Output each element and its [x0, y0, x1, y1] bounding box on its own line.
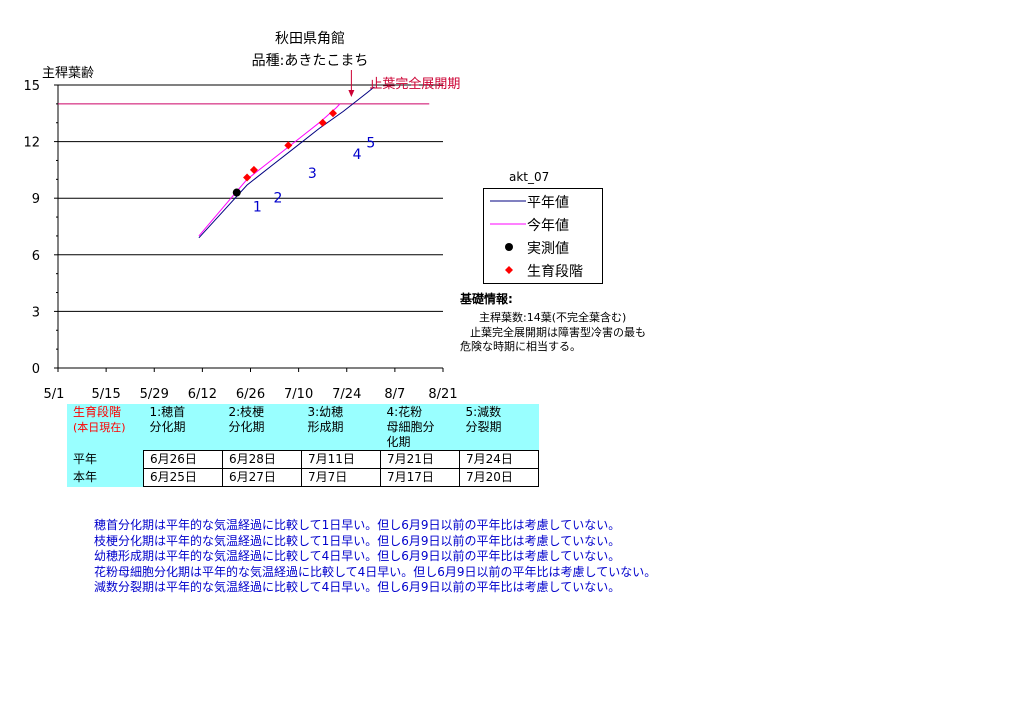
cell-normal-1: 6月26日: [143, 450, 223, 469]
note-line-2: 枝梗分化期は平年的な気温経過に比較して1日早い。但し6月9日以前の平年比は考慮し…: [94, 533, 621, 548]
stage-corner-cell: 生育段階 (本日現在): [67, 404, 144, 451]
stage-header-3: 3:幼穂 形成期: [301, 404, 381, 451]
stage-point: [318, 118, 327, 127]
chart-title-location: 秋田県角館: [275, 31, 345, 47]
stage-corner-line2: (本日現在): [73, 421, 126, 434]
cell-normal-2: 6月28日: [222, 450, 302, 469]
stage-point: [243, 173, 252, 182]
stage-header-5: 5:減数 分裂期: [459, 404, 539, 451]
series-line-1: [198, 103, 341, 237]
info-note-1: 止葉完全展開期は障害型冷害の最も: [470, 326, 646, 339]
legend-label-thisyear: 今年値: [527, 218, 569, 234]
stage-header-1: 1:穂首 分化期: [143, 404, 223, 451]
stage-4-line1: 4:花粉: [386, 405, 423, 419]
note-line-1: 穂首分化期は平年的な気温経過に比較して1日早い。但し6月9日以前の平年比は考慮し…: [94, 518, 621, 532]
info-note-2: 危険な時期に相当する。: [460, 340, 581, 353]
legend-label-normal: 平年値: [527, 195, 569, 211]
stage-number-label: 4: [353, 147, 362, 163]
legend-item-measured: 実測値: [484, 236, 602, 258]
row-label-thisyear: 本年: [67, 468, 144, 487]
legend-circle-icon: [505, 243, 513, 251]
stage-5-line1: 5:減数: [465, 405, 502, 419]
stage-number-label: 1: [253, 200, 262, 216]
x-tick-label: 7/24: [332, 387, 361, 400]
legend-line-thisyear-icon: [490, 223, 526, 225]
legend-diamond-icon: [505, 266, 513, 274]
y-tick-label: 6: [32, 249, 40, 264]
cell-normal-3: 7月11日: [301, 450, 381, 469]
x-tick-label: 5/1: [44, 387, 65, 400]
stage-header-4: 4:花粉 母細胞分 化期: [380, 404, 460, 451]
stage-point: [284, 141, 293, 150]
legend: 平年値 今年値 実測値 生育段階: [483, 188, 603, 284]
stage-1-line2: 分化期: [149, 420, 186, 434]
annotation-arrow-head: [348, 90, 355, 97]
note-line-4: 花粉母細胞分化期は平年的な気温経過に比較して4日早い。但し6月9日以前の平年比は…: [94, 564, 657, 579]
legend-item-stage: 生育段階: [484, 259, 602, 281]
series-line-0: [198, 86, 375, 239]
stage-number-label: 2: [274, 190, 283, 206]
table-row: 平年 6月26日 6月28日 7月11日 7月21日 7月24日: [67, 450, 539, 469]
cell-thisyear-3: 7月7日: [301, 468, 381, 487]
info-heading: 基礎情報:: [460, 292, 513, 306]
y-tick-label: 9: [32, 192, 40, 207]
stage-3-line2: 形成期: [307, 420, 344, 434]
stage-number-label: 5: [366, 136, 375, 152]
info-leaf-count: 主稈葉数:14葉(不完全葉含む): [479, 311, 627, 324]
y-tick-label: 3: [32, 305, 40, 320]
x-tick-label: 7/10: [284, 387, 313, 400]
legend-item-normal: 平年値: [484, 190, 602, 212]
stage-table-header: 生育段階 (本日現在) 1:穂首 分化期 2:枝梗 分化期 3:幼穂 形成期 4…: [67, 404, 539, 451]
stage-5-line2: 分裂期: [465, 420, 502, 434]
stage-4-line3: 化期: [386, 435, 411, 449]
notes: 穂首分化期は平年的な気温経過に比較して1日早い。但し6月9日以前の平年比は考慮し…: [94, 518, 656, 596]
y-tick-label: 12: [23, 136, 40, 151]
y-tick-label: 0: [32, 362, 40, 377]
x-tick-label: 6/12: [188, 387, 217, 400]
x-tick-label: 5/29: [140, 387, 169, 400]
legend-item-thisyear: 今年値: [484, 213, 602, 235]
stage-4-line2: 母細胞分: [386, 420, 435, 434]
table-row: 本年 6月25日 6月27日 7月7日 7月17日 7月20日: [67, 468, 539, 487]
x-tick-label: 5/15: [92, 387, 121, 400]
note-line-3: 幼穂形成期は平年的な気温経過に比較して4日早い。但し6月9日以前の平年比は考慮し…: [94, 549, 621, 563]
cell-thisyear-4: 7月17日: [380, 468, 460, 487]
measured-point: [232, 188, 241, 197]
stage-2-line2: 分化期: [228, 420, 265, 434]
x-tick-label: 6/26: [236, 387, 265, 400]
annotation-text: 止葉完全展開期: [369, 76, 460, 92]
stage-corner-line1: 生育段階: [73, 405, 122, 419]
legend-label-measured: 実測値: [527, 241, 569, 257]
stage-number-label: 3: [308, 166, 317, 182]
legend-line-normal-icon: [490, 200, 526, 202]
cell-normal-4: 7月21日: [380, 450, 460, 469]
cell-thisyear-1: 6月25日: [143, 468, 223, 487]
x-tick-label: 8/21: [428, 387, 457, 400]
cell-thisyear-2: 6月27日: [222, 468, 302, 487]
stage-point: [329, 109, 337, 118]
note-line-5: 減数分裂期は平年的な気温経過に比較して4日早い。但し6月9日以前の平年比は考慮し…: [94, 580, 621, 594]
stage-1-line1: 1:穂首: [149, 405, 186, 419]
stage-point: [249, 165, 258, 174]
cell-normal-5: 7月24日: [459, 450, 539, 469]
y-axis-label: 主稈葉齢: [42, 66, 94, 81]
legend-caption: akt_07: [509, 170, 550, 184]
cell-thisyear-5: 7月20日: [459, 468, 539, 487]
stage-table: 生育段階 (本日現在) 1:穂首 分化期 2:枝梗 分化期 3:幼穂 形成期 4…: [67, 404, 539, 487]
x-tick-label: 8/7: [384, 387, 405, 400]
stage-header-2: 2:枝梗 分化期: [222, 404, 302, 451]
stage-2-line1: 2:枝梗: [228, 405, 265, 419]
row-label-normal: 平年: [67, 450, 144, 469]
legend-label-stage: 生育段階: [527, 264, 583, 280]
stage-3-line1: 3:幼穂: [307, 405, 344, 419]
y-tick-label: 15: [23, 79, 40, 94]
chart-title-variety: 品種:あきたこまち: [251, 53, 369, 69]
